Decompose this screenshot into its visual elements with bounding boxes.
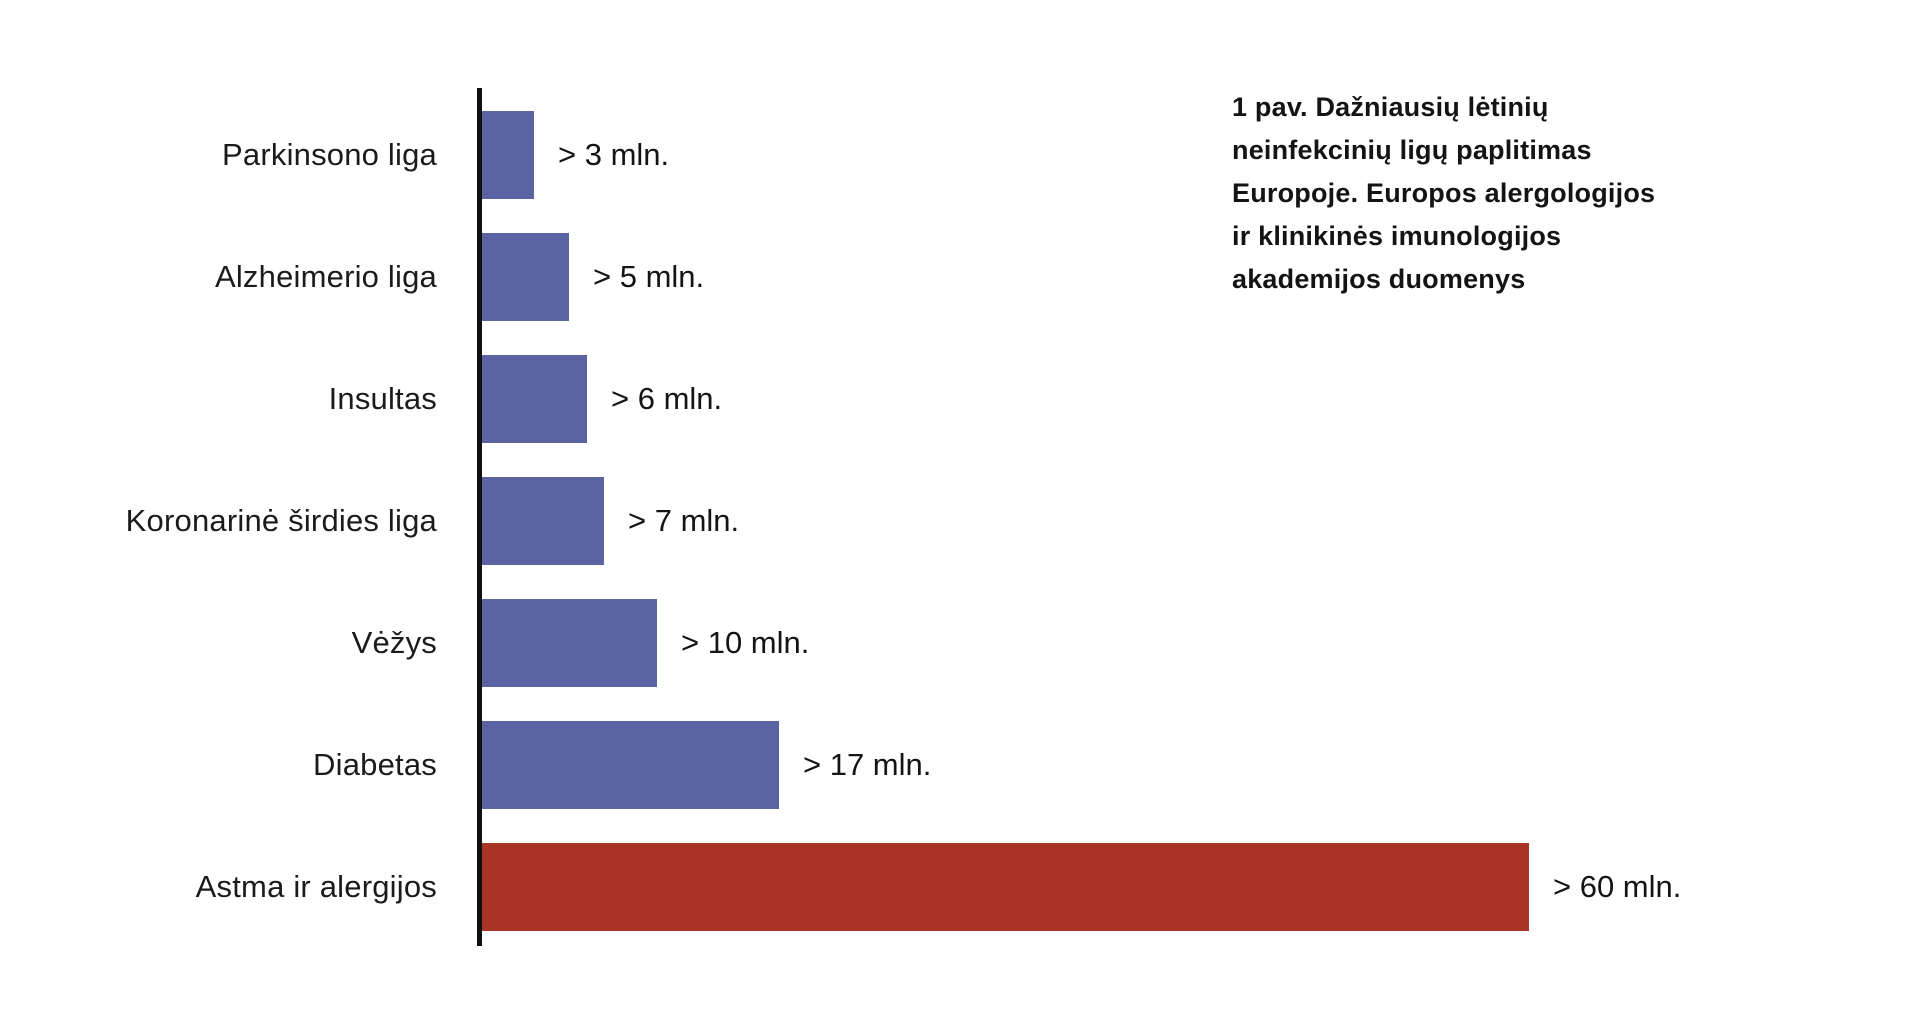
bar-track: > 6 mln.: [482, 338, 1920, 460]
bar: [482, 721, 779, 809]
bar: [482, 233, 569, 321]
value-label: > 7 mln.: [628, 503, 740, 538]
value-label: > 17 mln.: [803, 747, 932, 782]
bar-track: > 7 mln.: [482, 460, 1920, 582]
category-label: Diabetas: [313, 747, 437, 782]
chart-row: Parkinsono liga > 3 mln.: [0, 94, 1920, 216]
chart-row: Alzheimerio liga > 5 mln.: [0, 216, 1920, 338]
value-label: > 6 mln.: [611, 381, 723, 416]
bar: [482, 355, 587, 443]
bar-track: > 60 mln.: [482, 826, 1920, 948]
figure-caption: 1 pav. Dažniausių lėtinių neinfekcinių l…: [1232, 92, 1656, 294]
chart-row: Insultas > 6 mln.: [0, 338, 1920, 460]
chart-row: Astma ir alergijos > 60 mln.: [0, 826, 1920, 948]
value-label: > 5 mln.: [593, 259, 705, 294]
value-label: > 60 mln.: [1553, 869, 1682, 904]
value-label: > 3 mln.: [558, 137, 670, 172]
bar-track: > 3 mln.: [482, 94, 1920, 216]
bar-rows: Parkinsono liga > 3 mln. Alzheimerio lig…: [0, 94, 1920, 948]
bar-track: > 10 mln.: [482, 582, 1920, 704]
chart-row: Diabetas > 17 mln.: [0, 704, 1920, 826]
category-label: Alzheimerio liga: [214, 259, 437, 294]
bar-track: > 17 mln.: [482, 704, 1920, 826]
category-label: Astma ir alergijos: [195, 869, 437, 904]
bar: [482, 599, 657, 687]
bar: [482, 843, 1529, 931]
chart-row: Koronarinė širdies liga > 7 mln.: [0, 460, 1920, 582]
chart-row: Vėžys > 10 mln.: [0, 582, 1920, 704]
category-label: Koronarinė širdies liga: [125, 503, 437, 538]
bar: [482, 111, 534, 199]
value-label: > 10 mln.: [681, 625, 810, 660]
category-label: Vėžys: [351, 625, 437, 660]
y-axis-line: [477, 88, 482, 946]
bar: [482, 477, 604, 565]
category-label: Insultas: [328, 381, 437, 416]
category-label: Parkinsono liga: [222, 137, 437, 172]
bar-track: > 5 mln.: [482, 216, 1920, 338]
